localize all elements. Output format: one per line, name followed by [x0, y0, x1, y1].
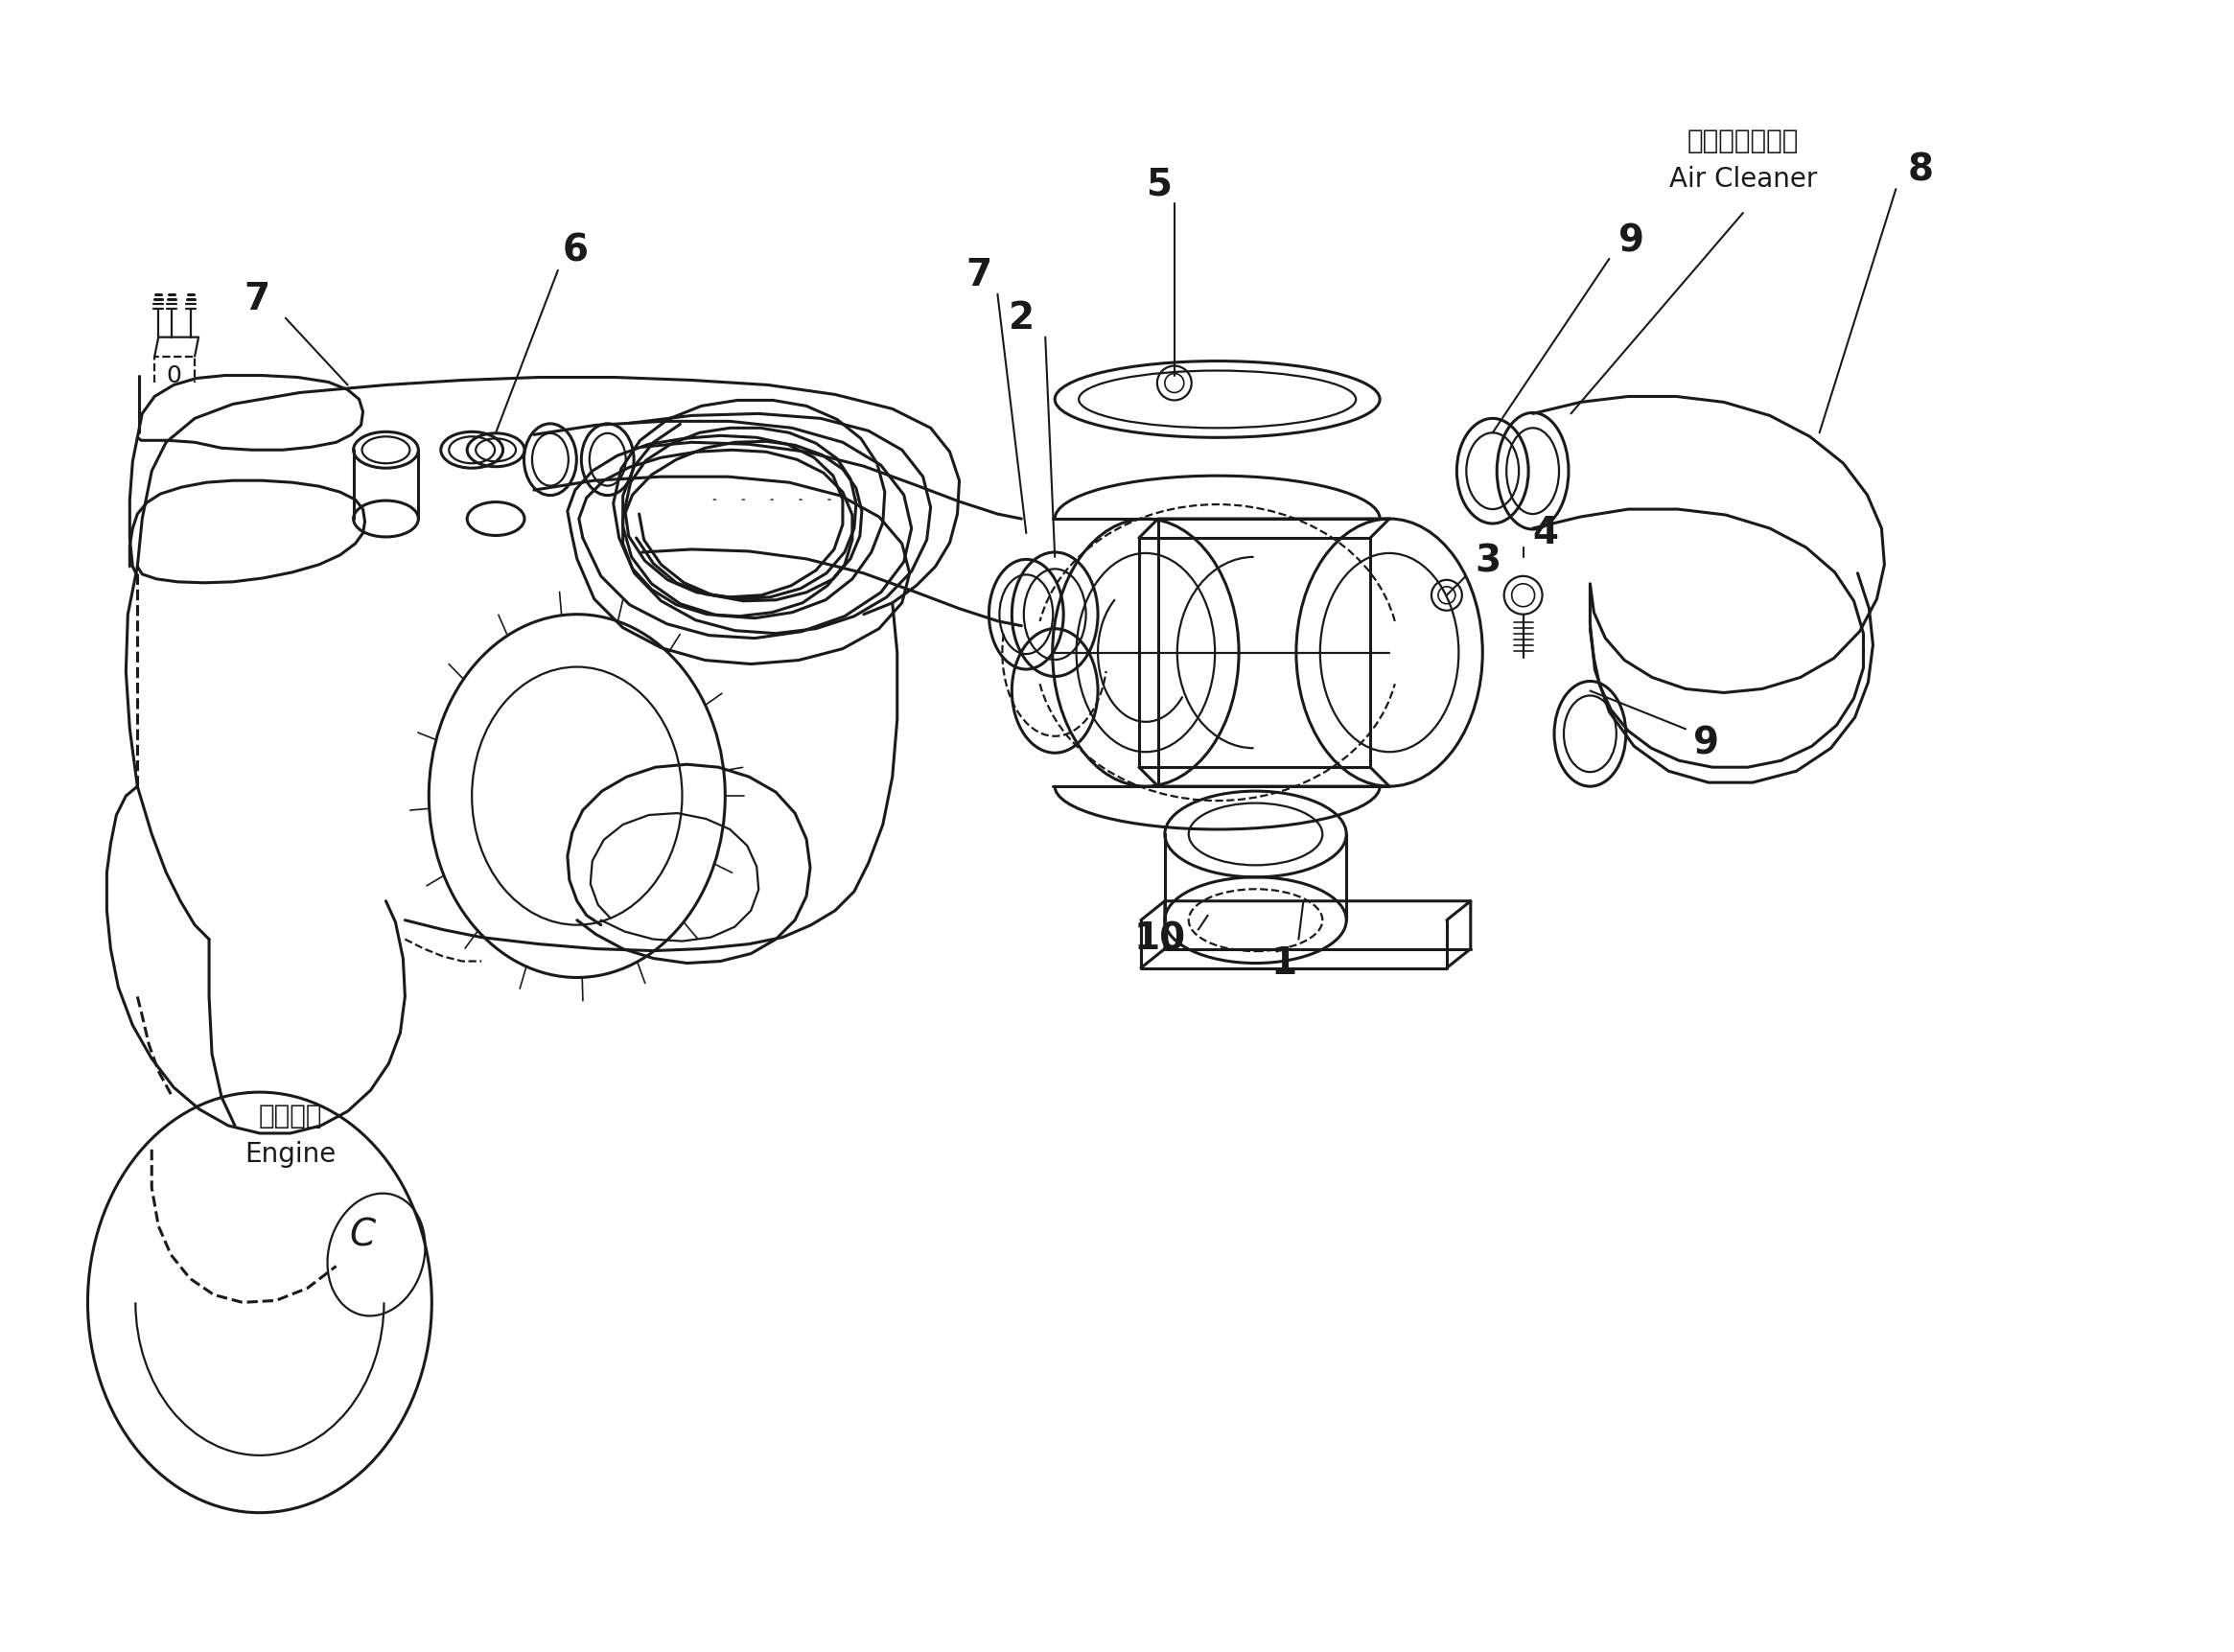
Text: 4: 4	[1533, 515, 1559, 552]
Text: 7: 7	[244, 281, 270, 317]
Text: 1: 1	[1271, 945, 1298, 981]
Text: 6: 6	[563, 233, 588, 269]
Text: エアークリーナ: エアークリーナ	[1687, 127, 1798, 155]
Text: 3: 3	[1474, 544, 1501, 580]
Text: Air Cleaner: Air Cleaner	[1669, 167, 1816, 193]
Text: 9: 9	[1693, 725, 1720, 762]
Text: 5: 5	[1146, 167, 1173, 203]
Text: エンジン: エンジン	[259, 1102, 322, 1130]
Text: Engine: Engine	[246, 1142, 335, 1168]
Text: 8: 8	[1908, 152, 1932, 188]
Text: 7: 7	[965, 256, 992, 294]
Text: 9: 9	[1620, 223, 1644, 259]
Text: C: C	[349, 1218, 375, 1254]
Text: 10: 10	[1135, 922, 1186, 958]
Text: 2: 2	[1008, 299, 1034, 337]
Text: 0: 0	[165, 363, 181, 387]
